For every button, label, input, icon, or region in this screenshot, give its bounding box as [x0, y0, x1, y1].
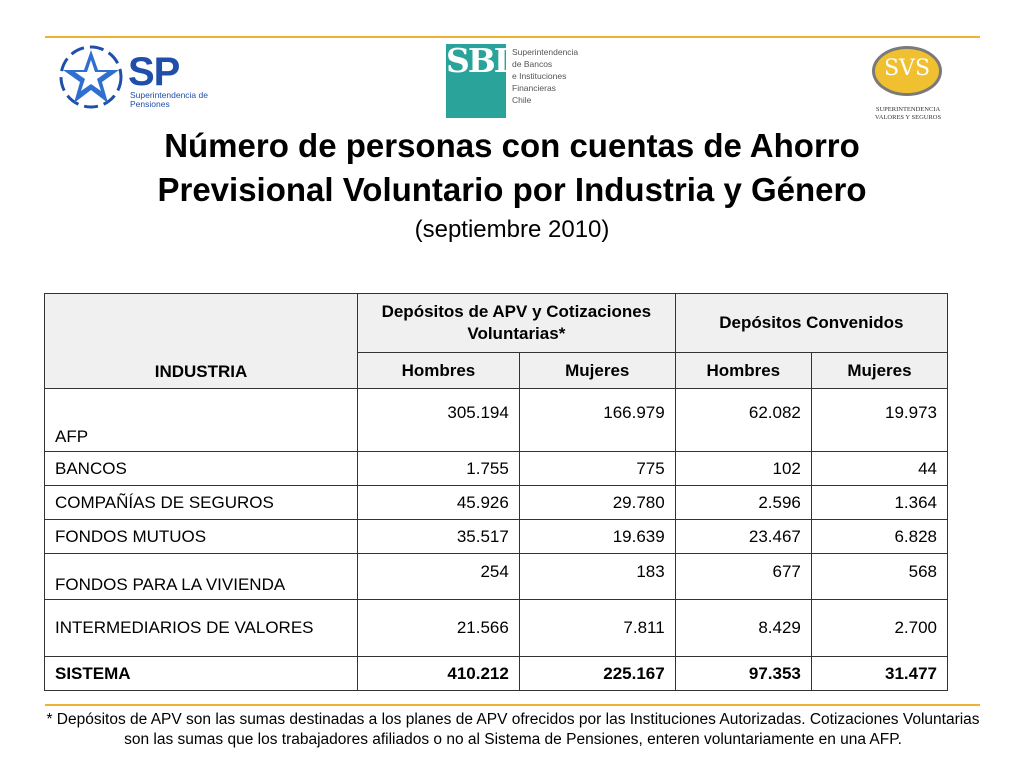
table-header-row: INDUSTRIA Depósitos de APV y Cotizacione…	[44, 293, 949, 389]
cell-value: 183	[518, 553, 676, 600]
cell-value: 2.700	[810, 599, 949, 657]
table-row: FONDOS PARA LA VIVIENDA 254 183 677 568	[44, 553, 949, 600]
sbif-line: Financieras	[512, 83, 556, 93]
row-industry-name: FONDOS PARA LA VIVIENDA	[44, 553, 358, 600]
sbif-logo-text: Superintendencia de Bancos e Institucion…	[512, 46, 592, 106]
page-subtitle: (septiembre 2010)	[414, 216, 610, 243]
cell-value: 775	[518, 451, 676, 486]
table-row: AFP 305.194 166.979 62.082 19.973	[44, 388, 949, 452]
page-title: Número de personas con cuentas de Ahorro…	[40, 124, 984, 212]
row-industry-name: COMPAÑÍAS DE SEGUROS	[44, 485, 358, 520]
total-value: 97.353	[674, 656, 812, 691]
svs-ring-icon	[872, 46, 942, 96]
total-value: 410.212	[357, 656, 520, 691]
svs-logo: SVS SUPERINTENDENCIA VALORES Y SEGUROS	[866, 44, 950, 130]
row-industry-name: FONDOS MUTUOS	[44, 519, 358, 554]
row-industry-name: AFP	[44, 388, 358, 452]
cell-value: 102	[674, 451, 812, 486]
svs-line: SUPERINTENDENCIA	[875, 106, 941, 113]
cell-value: 568	[810, 553, 949, 600]
table-row: INTERMEDIARIOS DE VALORES 21.566 7.811 8…	[44, 599, 949, 657]
header-mujeres-convenidos: Mujeres	[810, 352, 949, 389]
cell-value: 21.566	[357, 599, 520, 657]
cell-value: 29.780	[518, 485, 676, 520]
top-divider	[45, 36, 980, 38]
cell-value: 305.194	[357, 388, 520, 452]
header-hombres-convenidos: Hombres	[674, 352, 812, 389]
table-subheader-row: Hombres Mujeres Hombres Mujeres	[45, 352, 949, 389]
total-value: 31.477	[810, 656, 949, 691]
sbif-line: de Bancos	[512, 59, 553, 69]
cell-value: 35.517	[357, 519, 520, 554]
cell-value: 2.596	[674, 485, 812, 520]
cell-value: 6.828	[810, 519, 949, 554]
sp-star-icon	[59, 45, 123, 109]
data-table: INDUSTRIA Depósitos de APV y Cotizacione…	[44, 293, 949, 691]
cell-value: 19.973	[810, 388, 949, 452]
table-row: BANCOS 1.755 775 102 44	[44, 451, 949, 486]
cell-value: 8.429	[674, 599, 812, 657]
total-value: 225.167	[518, 656, 676, 691]
header-hombres-apv: Hombres	[357, 352, 520, 389]
sbif-line: e Instituciones	[512, 71, 567, 81]
cell-value: 1.755	[357, 451, 520, 486]
cell-value: 254	[357, 553, 520, 600]
total-label: SISTEMA	[44, 656, 358, 691]
header-apv-group: Depósitos de APV y Cotizaciones Voluntar…	[357, 293, 676, 353]
sbif-logo-mark: SBIF	[446, 44, 531, 118]
footnote: * Depósitos de APV son las sumas destina…	[46, 711, 980, 748]
table-row: COMPAÑÍAS DE SEGUROS 45.926 29.780 2.596…	[44, 485, 949, 520]
svs-line: VALORES Y SEGUROS	[874, 114, 942, 121]
cell-value: 677	[674, 553, 812, 600]
title-line-1: Número de personas con cuentas de Ahorro	[164, 127, 860, 164]
bottom-divider	[45, 704, 980, 706]
cell-value: 44	[810, 451, 949, 486]
svs-logo-mark: SVS	[883, 56, 931, 81]
header-convenidos-group: Depósitos Convenidos	[674, 293, 949, 353]
sp-logo-mark: SP	[128, 50, 180, 94]
header-industria: INDUSTRIA	[44, 293, 358, 389]
table-row: FONDOS MUTUOS 35.517 19.639 23.467 6.828	[44, 519, 949, 554]
header-mujeres-apv: Mujeres	[518, 352, 676, 389]
cell-value: 166.979	[518, 388, 676, 452]
table-total-row: SISTEMA 410.212 225.167 97.353 31.477	[44, 656, 949, 691]
sbif-line: Superintendencia	[512, 47, 579, 57]
sbif-logo: SBIF Superintendencia de Bancos e Instit…	[446, 44, 586, 120]
title-line-2: Previsional Voluntario por Industria y G…	[157, 171, 867, 208]
sbif-line: Chile	[512, 95, 532, 105]
row-industry-name: INTERMEDIARIOS DE VALORES	[44, 599, 358, 657]
svs-logo-text: SUPERINTENDENCIA VALORES Y SEGUROS	[866, 106, 950, 122]
row-industry-name: BANCOS	[44, 451, 358, 486]
cell-value: 23.467	[674, 519, 812, 554]
cell-value: 7.811	[518, 599, 676, 657]
cell-value: 62.082	[674, 388, 812, 452]
sp-logo-name: Superintendencia de Pensiones	[130, 90, 208, 109]
sp-logo: SP Superintendencia de Pensiones	[58, 44, 208, 112]
cell-value: 1.364	[810, 485, 949, 520]
cell-value: 19.639	[518, 519, 676, 554]
cell-value: 45.926	[357, 485, 520, 520]
